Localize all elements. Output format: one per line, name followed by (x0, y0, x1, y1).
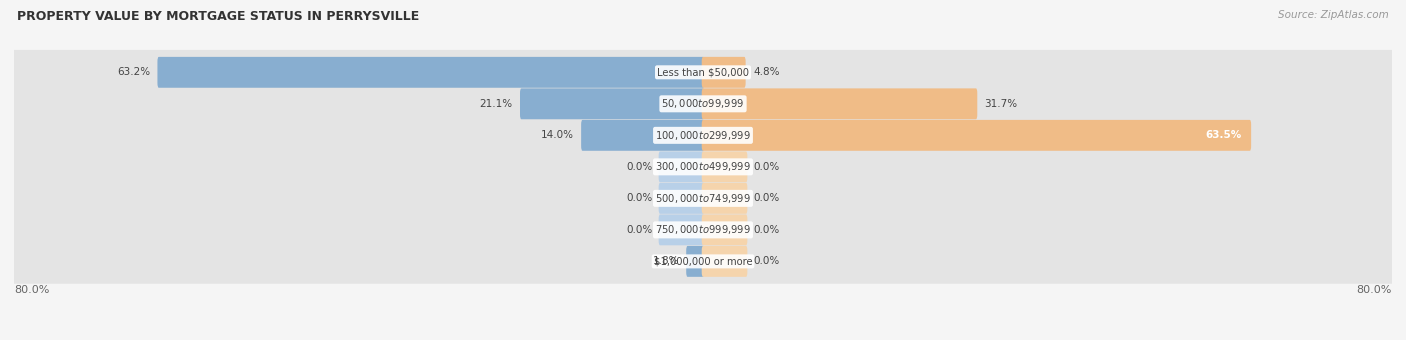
Text: 63.5%: 63.5% (1205, 130, 1241, 140)
FancyBboxPatch shape (7, 50, 1399, 95)
Text: 0.0%: 0.0% (627, 162, 652, 172)
Text: $50,000 to $99,999: $50,000 to $99,999 (661, 97, 745, 110)
Text: 80.0%: 80.0% (1357, 285, 1392, 295)
FancyBboxPatch shape (702, 88, 977, 119)
Text: Less than $50,000: Less than $50,000 (657, 67, 749, 77)
Text: 0.0%: 0.0% (754, 256, 779, 266)
Text: 1.8%: 1.8% (652, 256, 679, 266)
FancyBboxPatch shape (702, 215, 748, 245)
FancyBboxPatch shape (7, 207, 1399, 252)
Text: $500,000 to $749,999: $500,000 to $749,999 (655, 192, 751, 205)
Text: 0.0%: 0.0% (627, 225, 652, 235)
Text: PROPERTY VALUE BY MORTGAGE STATUS IN PERRYSVILLE: PROPERTY VALUE BY MORTGAGE STATUS IN PER… (17, 10, 419, 23)
Text: 4.8%: 4.8% (754, 67, 779, 77)
Text: $300,000 to $499,999: $300,000 to $499,999 (655, 160, 751, 173)
Text: 0.0%: 0.0% (627, 193, 652, 203)
Text: 0.0%: 0.0% (754, 162, 779, 172)
FancyBboxPatch shape (702, 57, 745, 88)
Text: 63.2%: 63.2% (117, 67, 150, 77)
FancyBboxPatch shape (702, 120, 1251, 151)
Text: 31.7%: 31.7% (984, 99, 1018, 109)
Text: 80.0%: 80.0% (14, 285, 49, 295)
FancyBboxPatch shape (7, 144, 1399, 189)
Text: $100,000 to $299,999: $100,000 to $299,999 (655, 129, 751, 142)
FancyBboxPatch shape (7, 239, 1399, 284)
FancyBboxPatch shape (658, 215, 704, 245)
Text: Source: ZipAtlas.com: Source: ZipAtlas.com (1278, 10, 1389, 20)
FancyBboxPatch shape (7, 113, 1399, 158)
FancyBboxPatch shape (702, 246, 748, 277)
FancyBboxPatch shape (658, 183, 704, 214)
FancyBboxPatch shape (7, 176, 1399, 221)
FancyBboxPatch shape (157, 57, 704, 88)
FancyBboxPatch shape (658, 151, 704, 182)
FancyBboxPatch shape (702, 151, 748, 182)
FancyBboxPatch shape (702, 183, 748, 214)
FancyBboxPatch shape (581, 120, 704, 151)
Text: 14.0%: 14.0% (541, 130, 574, 140)
Text: 21.1%: 21.1% (479, 99, 513, 109)
FancyBboxPatch shape (7, 82, 1399, 126)
Text: $1,000,000 or more: $1,000,000 or more (654, 256, 752, 266)
FancyBboxPatch shape (520, 88, 704, 119)
Text: 0.0%: 0.0% (754, 193, 779, 203)
Text: $750,000 to $999,999: $750,000 to $999,999 (655, 223, 751, 236)
FancyBboxPatch shape (686, 246, 704, 277)
Text: 0.0%: 0.0% (754, 225, 779, 235)
